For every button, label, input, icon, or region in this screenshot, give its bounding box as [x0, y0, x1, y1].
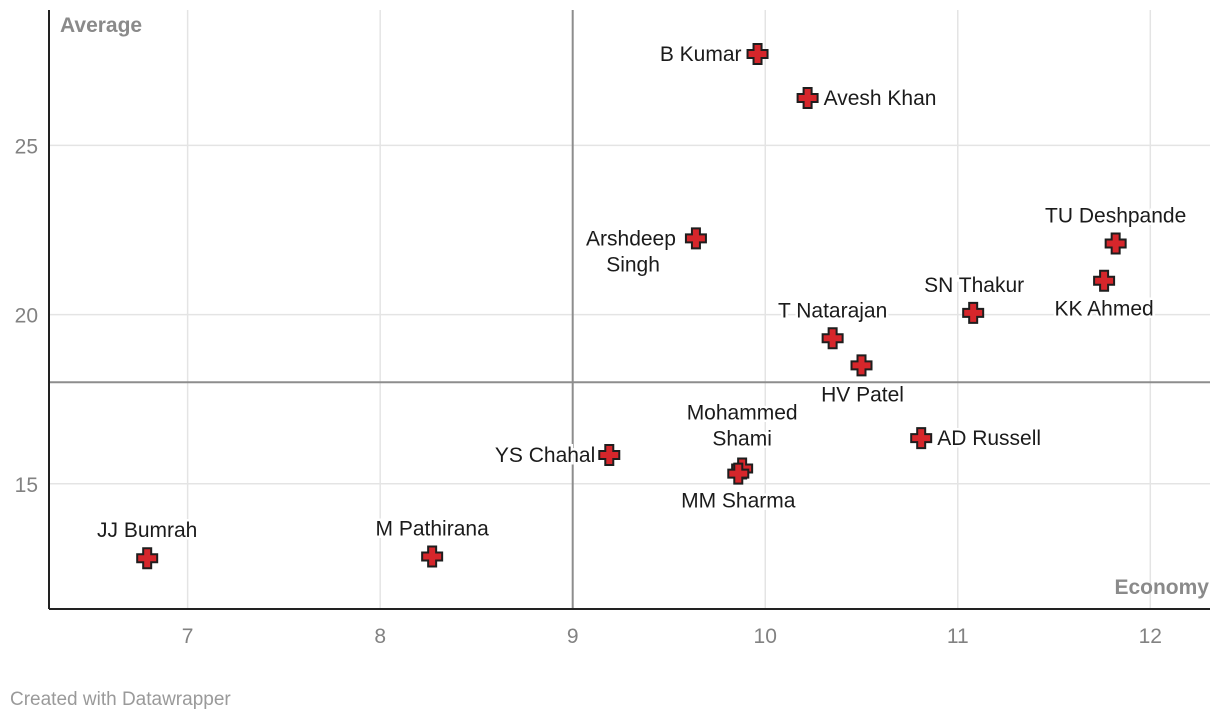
axes: [48, 10, 1210, 610]
data-point-label: JJ Bumrah: [97, 519, 197, 542]
x-tick-label: 7: [182, 625, 194, 648]
grid: [49, 10, 1210, 609]
y-tick-label: 15: [15, 474, 38, 497]
data-point-marker: [1093, 269, 1116, 292]
data-point-marker: [962, 301, 985, 324]
data-point-marker: [421, 545, 444, 568]
point-labels: B Kumar Avesh Khan TU Deshpande Arshdeep Sin…: [95, 40, 1189, 544]
data-point-label: Avesh Khan: [824, 87, 937, 110]
data-point-marker: [746, 42, 769, 65]
data-point-label: M Pathirana: [376, 518, 490, 541]
data-point-marker: [821, 327, 844, 350]
x-tick-label: 8: [374, 625, 386, 648]
x-tick-label: 10: [754, 625, 777, 648]
data-point-marker: [850, 354, 873, 377]
data-point-label: SN Thakur: [924, 274, 1024, 297]
data-point-label: B Kumar: [660, 43, 742, 66]
data-point-label: MM Sharma: [681, 490, 796, 513]
x-tick-label: 11: [947, 625, 969, 648]
data-point-label: YS Chahal: [495, 444, 595, 467]
footer-credit: Created with Datawrapper: [10, 689, 231, 710]
data-point-marker: [136, 547, 159, 570]
x-tick-label: 9: [567, 625, 579, 648]
y-axis-title: Average: [60, 14, 142, 37]
data-point-label: T Natarajan: [778, 299, 887, 322]
data-point-marker: [796, 86, 819, 109]
data-point-marker: [684, 227, 707, 250]
data-point-label: HV Patel: [821, 383, 904, 406]
data-point-label: Arshdeep Singh: [586, 227, 676, 276]
y-tick-label: 25: [15, 135, 38, 158]
data-point-label: AD Russell: [937, 427, 1041, 450]
data-point-marker: [910, 427, 933, 450]
data-point-marker: [1104, 232, 1127, 255]
data-points: [136, 42, 1127, 570]
data-point-marker: [727, 462, 750, 485]
data-point-label: KK Ahmed: [1054, 298, 1153, 321]
data-point-label: Mohammed Shami: [687, 402, 798, 451]
x-axis-title: Economy: [1114, 576, 1209, 599]
scatter-chart: 7 8 9 10 11 12 15 20 25 Average Economy B Kumar A…: [15, 10, 1210, 648]
reference-lines: [49, 10, 1210, 609]
data-point-label: TU Deshpande: [1045, 205, 1186, 228]
tick-labels: 7 8 9 10 11 12 15 20 25: [15, 135, 1162, 648]
y-tick-label: 20: [15, 305, 38, 328]
x-tick-label: 12: [1139, 625, 1162, 648]
data-point-marker: [598, 444, 621, 467]
